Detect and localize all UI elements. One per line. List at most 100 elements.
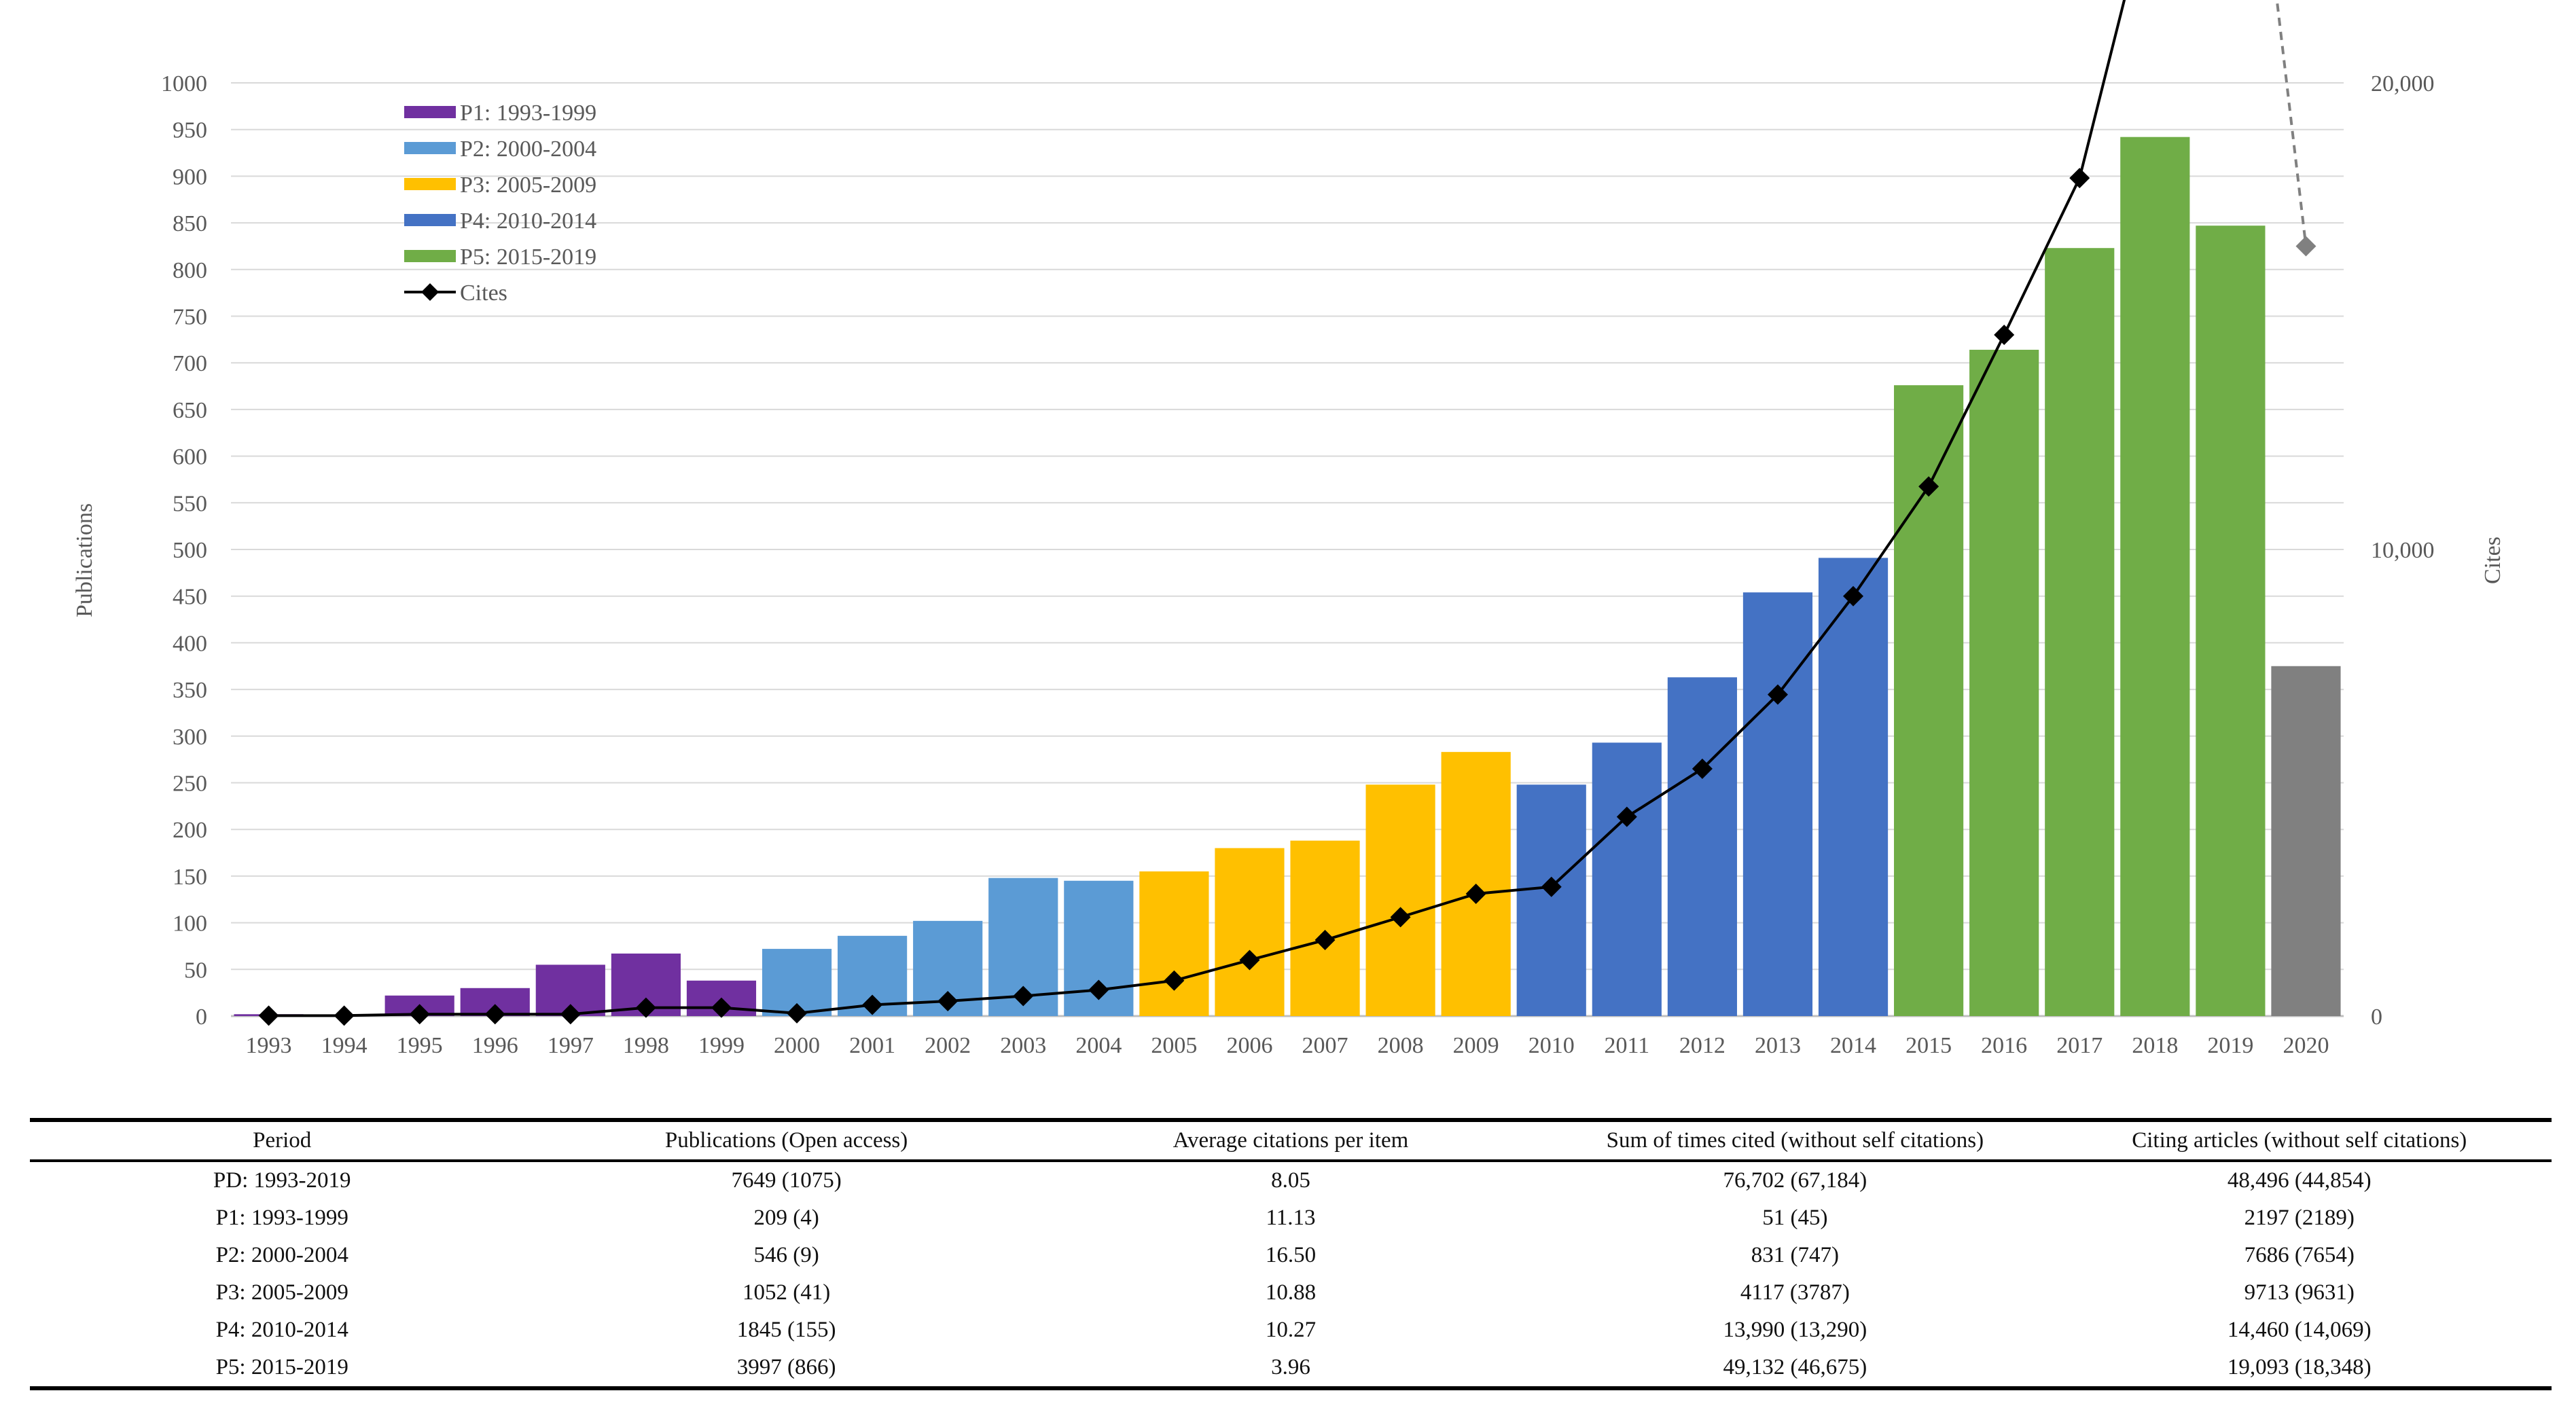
table-cell: 19,093 (18,348) [2047, 1349, 2552, 1390]
y-tick-label: 200 [173, 818, 207, 843]
column-header: Sum of times cited (without self citatio… [1543, 1118, 2047, 1162]
table-cell: P2: 2000-2004 [215, 1243, 348, 1267]
y-tick-label: 950 [173, 118, 207, 143]
legend-label: P2: 2000-2004 [460, 137, 596, 162]
bar [1290, 840, 1360, 1016]
cites-point [711, 997, 732, 1018]
cites-point [1994, 324, 2015, 345]
bar [1969, 349, 2039, 1016]
bar [1516, 784, 1586, 1016]
table-row: P2: 2000-2004 546 (9) 16.50 831 (747) 7686 (… [30, 1237, 2552, 1274]
table-cell: PD: 1993-2019 [213, 1168, 351, 1193]
cites-point [2069, 168, 2090, 189]
bar [2271, 666, 2341, 1016]
table-row: P1: 1993-1999 209 (4) 11.13 51 (45) 2197 (21… [30, 1199, 2552, 1237]
cites-partial-year-line [2275, 0, 2308, 247]
legend-swatch [404, 214, 456, 226]
x-tick-label: 2002 [925, 1033, 971, 1058]
bar [1215, 848, 1285, 1016]
table-cell: 9713 (9631) [2244, 1280, 2355, 1305]
cites-point [560, 1004, 581, 1025]
table-header-row: Period Publications (Open access) Averag… [30, 1118, 2552, 1162]
y-tick-label: 900 [173, 164, 207, 189]
bar [1818, 558, 1889, 1016]
cites-point [484, 1004, 505, 1025]
cites-point [1767, 684, 1788, 705]
x-tick-label: 2011 [1604, 1033, 1649, 1058]
table-cell: 1845 (155) [736, 1318, 836, 1342]
table-row: PD: 1993-2019 7649 (1075) 8.05 76,702 (67,1… [30, 1161, 2552, 1199]
table-cell: 16.50 [1265, 1243, 1317, 1267]
legend-swatch [404, 178, 456, 190]
cites-point [1314, 930, 1336, 951]
y-tick-label: 1000 [161, 71, 207, 96]
column-header: Citing articles (without self citations) [2047, 1118, 2552, 1162]
x-tick-label: 2005 [1151, 1033, 1197, 1058]
table-cell: 8.05 [1271, 1168, 1310, 1193]
x-tick-label: 2007 [1302, 1033, 1348, 1058]
x-tick-label: 2017 [2056, 1033, 2103, 1058]
cites-line [258, 0, 2316, 1026]
cites-point [258, 1005, 279, 1026]
table-cell: 7686 (7654) [2244, 1243, 2355, 1267]
y-tick-label: 650 [173, 398, 207, 423]
publications-cites-chart: 0 50 100 150 200 250 300 350 400 450 500 550 600 650 7… [72, 0, 2505, 1058]
legend-diamond-marker [421, 283, 439, 301]
table-cell: 13,990 (13,290) [1723, 1318, 1867, 1342]
table-cell: P1: 1993-1999 [215, 1206, 348, 1230]
bar [2120, 137, 2190, 1016]
bar [1365, 784, 1435, 1016]
table-cell: P3: 2005-2009 [215, 1280, 348, 1305]
cites-point [334, 1005, 355, 1026]
x-tick-label: 2014 [1830, 1033, 1876, 1058]
cites-point [1465, 884, 1486, 905]
table-cell: 2197 (2189) [2244, 1206, 2355, 1230]
x-tick-label: 1995 [397, 1033, 443, 1058]
x-tick-label: 2020 [2283, 1033, 2329, 1058]
y-tick-label: 300 [173, 725, 207, 750]
table-cell: P5: 2015-2019 [30, 1349, 535, 1390]
table-cell: 3997 (866) [534, 1349, 1039, 1390]
x-tick-label: 1994 [321, 1033, 368, 1058]
x-tick-label: 2015 [1906, 1033, 1952, 1058]
table-cell: 546 (9) [753, 1243, 819, 1267]
x-tick-label: 1993 [246, 1033, 292, 1058]
x-tick-label: 1998 [623, 1033, 669, 1058]
legend-label: P1: 1993-1999 [460, 101, 596, 126]
y-tick-label: 0 [196, 1005, 207, 1030]
cites-point [1013, 986, 1034, 1007]
table-cell: 1052 (41) [742, 1280, 831, 1305]
bar [1592, 742, 1662, 1016]
y-axis-ticks: 0 50 100 150 200 250 300 350 400 450 500 550 600 650 7… [161, 71, 207, 1030]
table-cell: 10.88 [1265, 1280, 1317, 1305]
legend-label: P4: 2010-2014 [460, 209, 596, 234]
cites-point [1843, 585, 1864, 607]
y-tick-label: 50 [184, 958, 207, 983]
table-cell: 51 (45) [1762, 1206, 1828, 1230]
y-tick-label: 100 [173, 911, 207, 937]
x-tick-label: 2001 [849, 1033, 895, 1058]
table-body: PD: 1993-2019 7649 (1075) 8.05 76,702 (67,1… [30, 1161, 2552, 1390]
legend: P1: 1993-1999 P2: 2000-2004 P3: 2005-2009 P… [404, 101, 596, 306]
column-header: Publications (Open access) [534, 1118, 1039, 1162]
x-tick-label: 1999 [698, 1033, 745, 1058]
bar [1667, 677, 1737, 1016]
y-tick-label: 850 [173, 211, 207, 236]
column-header: Average citations per item [1038, 1118, 1543, 1162]
y-tick-label: 500 [173, 538, 207, 563]
cites-point [1918, 476, 1939, 497]
y-tick-label: 250 [173, 772, 207, 797]
legend-swatch [404, 250, 456, 262]
cites-point [1541, 876, 1562, 897]
y2-tick-label: 20,000 [2371, 71, 2435, 96]
bar [2045, 248, 2115, 1016]
table-cell: 3.96 [1038, 1349, 1543, 1390]
cites-point [862, 994, 883, 1015]
cites-point [1616, 806, 1637, 827]
y-tick-label: 750 [173, 305, 207, 330]
x-tick-label: 2008 [1378, 1033, 1424, 1058]
x-tick-label: 2009 [1453, 1033, 1499, 1058]
y-tick-label: 350 [173, 678, 207, 703]
table-row: P3: 2005-2009 1052 (41) 10.88 4117 (3787) 97… [30, 1274, 2552, 1312]
bars [234, 137, 2341, 1017]
